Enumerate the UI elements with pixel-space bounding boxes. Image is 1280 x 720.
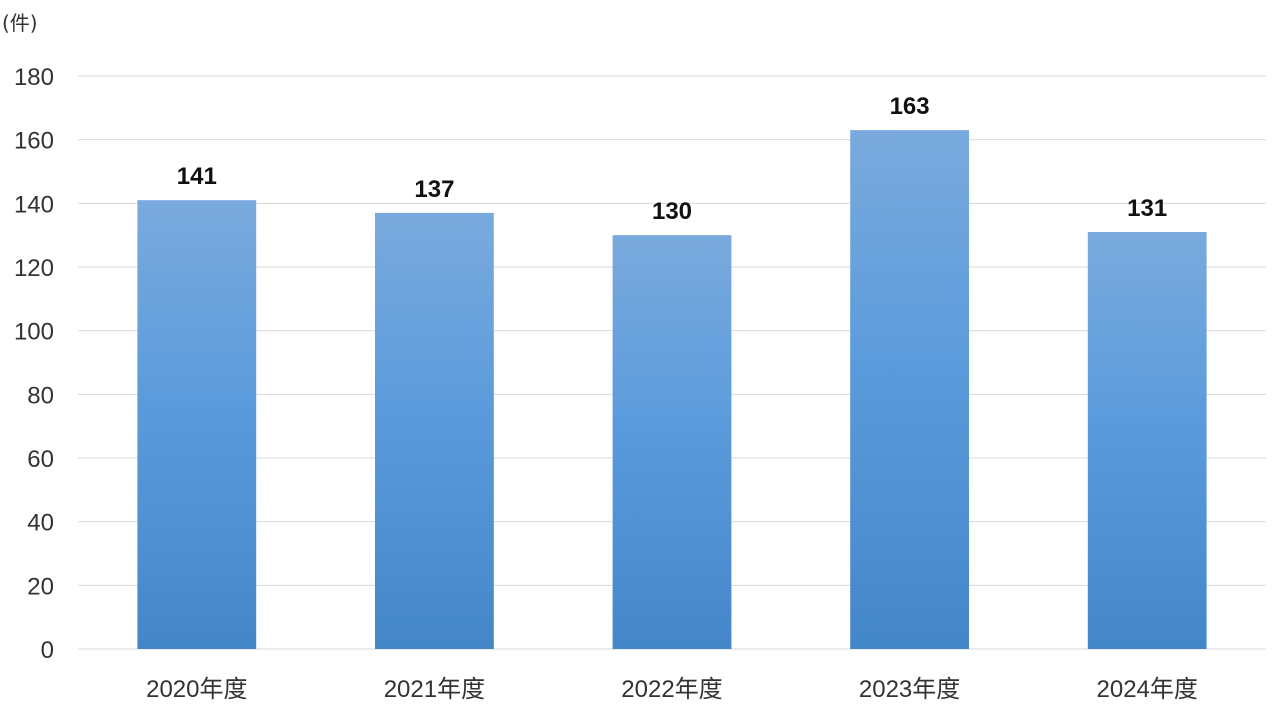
data-label: 130 — [652, 198, 692, 225]
x-category-label: 2022年度 — [621, 676, 722, 703]
y-tick-label: 20 — [27, 573, 54, 600]
y-tick-label: 160 — [14, 128, 54, 155]
x-category-label: 2021年度 — [384, 676, 485, 703]
bar — [137, 200, 257, 649]
y-tick-label: 140 — [14, 191, 54, 218]
y-axis-unit-label: (件) — [2, 11, 38, 35]
y-tick-label: 80 — [27, 382, 54, 409]
y-tick-label: 60 — [27, 446, 54, 473]
x-category-label: 2024年度 — [1097, 676, 1198, 703]
bar — [375, 212, 494, 649]
data-labels: 141 137 130 163 131 — [177, 93, 1167, 225]
y-tick-label: 40 — [27, 510, 54, 537]
x-category-label: 2023年度 — [859, 676, 960, 703]
bar — [850, 130, 969, 649]
y-tick-label: 120 — [14, 255, 54, 282]
data-label: 131 — [1127, 195, 1167, 222]
bar — [612, 235, 732, 649]
y-tick-label: 180 — [14, 64, 54, 91]
data-label: 137 — [414, 176, 454, 203]
y-tick-label: 0 — [41, 637, 54, 664]
x-category-label: 2020年度 — [146, 676, 247, 703]
data-label: 163 — [890, 93, 930, 120]
bars — [137, 130, 1207, 649]
x-axis-category-labels: 2020年度 2021年度 2022年度 2023年度 2024年度 — [146, 676, 1198, 703]
bar — [1087, 231, 1207, 649]
data-label: 141 — [177, 163, 217, 190]
y-axis-tick-labels: 0 20 40 60 80 100 120 140 160 180 — [14, 64, 54, 664]
y-tick-label: 100 — [14, 319, 54, 346]
